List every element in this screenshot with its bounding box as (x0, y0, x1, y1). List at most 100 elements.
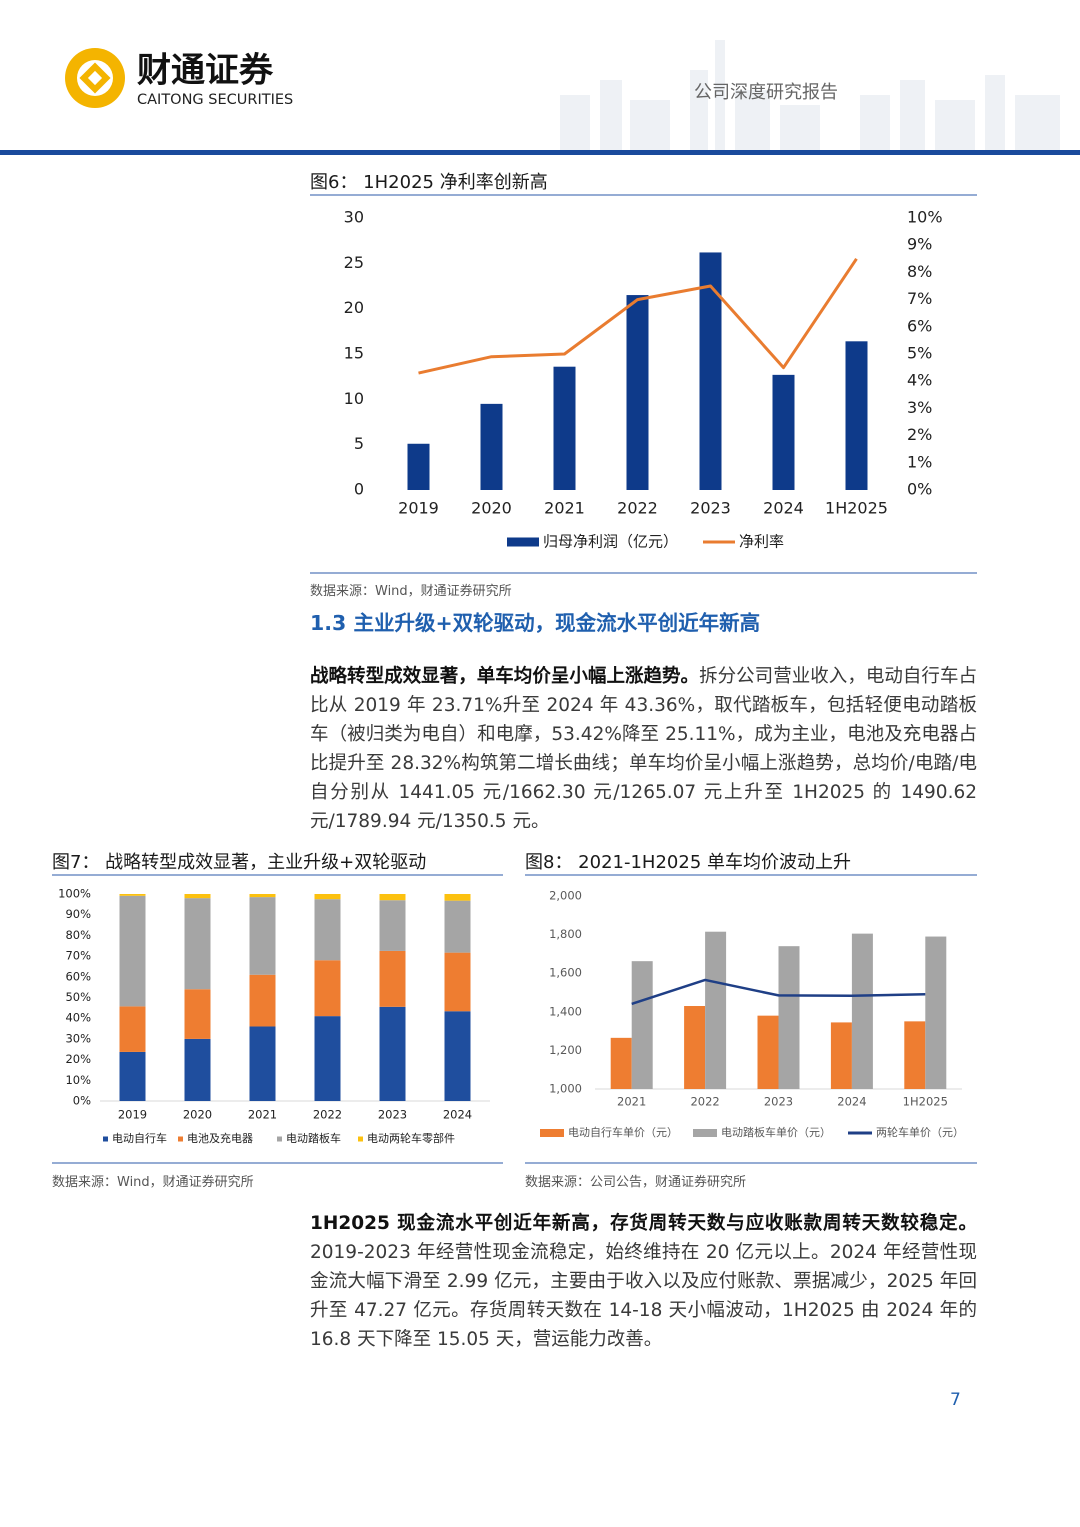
legend-label: 两轮车单价（元） (876, 1125, 964, 1139)
figure-source: 数据来源：Wind，财通证券研究所 (310, 584, 512, 599)
x-tick-label: 2022 (617, 499, 658, 518)
y-tick-label: 20 (344, 298, 364, 317)
y-tick-label: 0 (354, 480, 364, 499)
x-tick-label: 2023 (764, 1095, 793, 1109)
legend-swatch (540, 1129, 564, 1137)
y-tick-label: 2,000 (549, 889, 582, 903)
x-tick-label: 2019 (118, 1108, 147, 1122)
bar (904, 1021, 926, 1089)
bar (631, 961, 653, 1089)
bar-segment (184, 989, 211, 1039)
bar (757, 1015, 779, 1089)
y-tick-label: 60% (65, 969, 91, 983)
paragraph: 1H2025 现金流水平创近年新高，存货周转天数与应收账款周转天数较稳定。 201… (310, 1209, 977, 1354)
legend-label: 净利率 (739, 533, 784, 551)
y-tick-label: 40% (65, 1011, 91, 1025)
bar-segment (444, 952, 471, 1012)
x-tick-label: 2021 (248, 1108, 277, 1122)
bar (845, 341, 868, 490)
bar-segment (249, 1026, 276, 1101)
bar-segment (444, 900, 471, 953)
bar (626, 295, 649, 490)
legend-label: 电池及充电器 (187, 1131, 253, 1145)
bar (610, 1037, 632, 1089)
report-type: 公司深度研究报告 (694, 82, 838, 103)
legend-swatch (507, 537, 539, 547)
bar-segment (314, 899, 341, 961)
x-tick-label: 2020 (183, 1108, 212, 1122)
paragraph-lead: 战略转型成效显著，单车均价呈小幅上涨趋势。 (310, 666, 700, 687)
bar-segment (184, 1038, 211, 1101)
legend-label: 归母净利润（亿元） (543, 533, 678, 551)
x-tick-label: 2024 (837, 1095, 866, 1109)
bar (778, 946, 800, 1089)
bar (407, 443, 430, 490)
y-tick-label: 1,400 (549, 1004, 582, 1018)
y-tick-label: 5% (907, 344, 932, 363)
y-tick-label: 30% (65, 1031, 91, 1045)
skyline (560, 40, 1060, 150)
x-tick-label: 1H2025 (903, 1095, 948, 1109)
bar-segment (379, 950, 406, 1007)
bar (830, 1022, 852, 1089)
paragraph-text: 拆分公司营业收入，电动自行车占比从 2019 年 23.71%升至 2024 年… (310, 666, 977, 832)
paragraph-text: 2019-2023 年经营性现金流稳定，始终维持在 20 亿元以上。2024 年… (310, 1242, 977, 1350)
y-tick-label: 1,600 (549, 966, 582, 980)
x-tick-label: 2020 (471, 499, 512, 518)
y-tick-label: 1% (907, 452, 932, 471)
bar-segment (314, 960, 341, 1017)
x-tick-label: 2021 (617, 1095, 646, 1109)
y-tick-label: 1,200 (549, 1043, 582, 1057)
y-tick-label: 70% (65, 949, 91, 963)
bar-segment (379, 894, 406, 901)
bar-segment (379, 1006, 406, 1101)
legend-label: 电动自行车单价（元） (568, 1125, 678, 1139)
y-tick-label: 0% (907, 480, 932, 499)
legend-label: 电动踏板车 (286, 1131, 341, 1145)
y-tick-label: 20% (65, 1052, 91, 1066)
bar-segment (444, 1011, 471, 1101)
bar-segment (249, 897, 276, 975)
y-tick-label: 8% (907, 262, 932, 281)
bar-segment (119, 1006, 146, 1052)
y-tick-label: 25 (344, 253, 364, 272)
bar (772, 374, 795, 490)
paragraph-lead: 1H2025 现金流水平创近年新高，存货周转天数与应收账款周转天数较稳定。 (310, 1213, 977, 1234)
bar-segment (119, 895, 146, 1007)
figure-title: 图6： 1H2025 净利率创新高 (310, 172, 548, 193)
x-tick-label: 2022 (690, 1095, 719, 1109)
bar (684, 1006, 706, 1089)
figure-title: 图8： 2021-1H2025 单车均价波动上升 (525, 852, 851, 873)
bar-segment (444, 894, 471, 901)
line (418, 257, 858, 375)
logo-cn: 财通证券 (137, 51, 274, 91)
legend-swatch (693, 1129, 717, 1137)
y-tick-label: 0% (73, 1094, 91, 1108)
x-tick-label: 2022 (313, 1108, 342, 1122)
bar-segment (119, 894, 146, 896)
bar-segment (184, 898, 211, 990)
logo-icon (65, 48, 125, 108)
bar (699, 252, 722, 490)
bar-segment (249, 974, 276, 1027)
y-tick-label: 1,000 (549, 1082, 582, 1096)
paragraph: 战略转型成效显著，单车均价呈小幅上涨趋势。拆分公司营业收入，电动自行车占比从 2… (310, 662, 977, 836)
legend-label: 电动踏板车单价（元） (721, 1125, 831, 1139)
y-tick-label: 1,800 (549, 927, 582, 941)
bar-segment (249, 894, 276, 898)
x-tick-label: 2021 (544, 499, 585, 518)
y-tick-label: 5 (354, 434, 364, 453)
y-tick-label: 3% (907, 398, 932, 417)
y-tick-label: 10% (907, 208, 943, 227)
y-tick-label: 7% (907, 289, 932, 308)
y-tick-label: 6% (907, 316, 932, 335)
y-tick-label: 10 (344, 389, 364, 408)
y-tick-label: 90% (65, 907, 91, 921)
bar (925, 936, 947, 1089)
bar (851, 933, 873, 1089)
header-rule (0, 150, 1080, 155)
bar-segment (119, 1051, 146, 1101)
y-tick-label: 2% (907, 425, 932, 444)
page-number: 7 (950, 1390, 961, 1410)
